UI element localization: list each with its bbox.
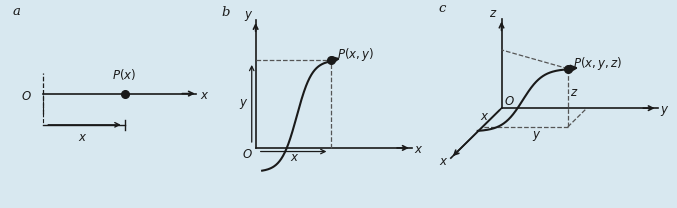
Text: $y$: $y$ bbox=[244, 9, 253, 23]
Text: $P(x,y)$: $P(x,y)$ bbox=[337, 46, 374, 63]
Text: $z$: $z$ bbox=[489, 7, 498, 20]
Text: $P(x)$: $P(x)$ bbox=[112, 67, 137, 82]
Text: a: a bbox=[13, 5, 21, 17]
Text: $x$: $x$ bbox=[290, 151, 300, 164]
Text: $x$: $x$ bbox=[414, 143, 423, 156]
Text: $P(x,y,z)$: $P(x,y,z)$ bbox=[573, 54, 622, 72]
Text: $y$: $y$ bbox=[660, 104, 670, 118]
Text: $O$: $O$ bbox=[504, 95, 515, 108]
Text: $x$: $x$ bbox=[78, 131, 87, 144]
Text: $x$: $x$ bbox=[439, 155, 448, 168]
Text: $x$: $x$ bbox=[200, 89, 209, 102]
Text: $z$: $z$ bbox=[570, 86, 579, 99]
Text: b: b bbox=[221, 6, 230, 19]
Text: $O$: $O$ bbox=[242, 148, 253, 161]
Text: $y$: $y$ bbox=[240, 97, 248, 111]
Text: $y$: $y$ bbox=[532, 129, 542, 143]
Text: $x$: $x$ bbox=[480, 110, 489, 123]
Text: c: c bbox=[438, 2, 445, 15]
Text: $O$: $O$ bbox=[21, 90, 32, 103]
